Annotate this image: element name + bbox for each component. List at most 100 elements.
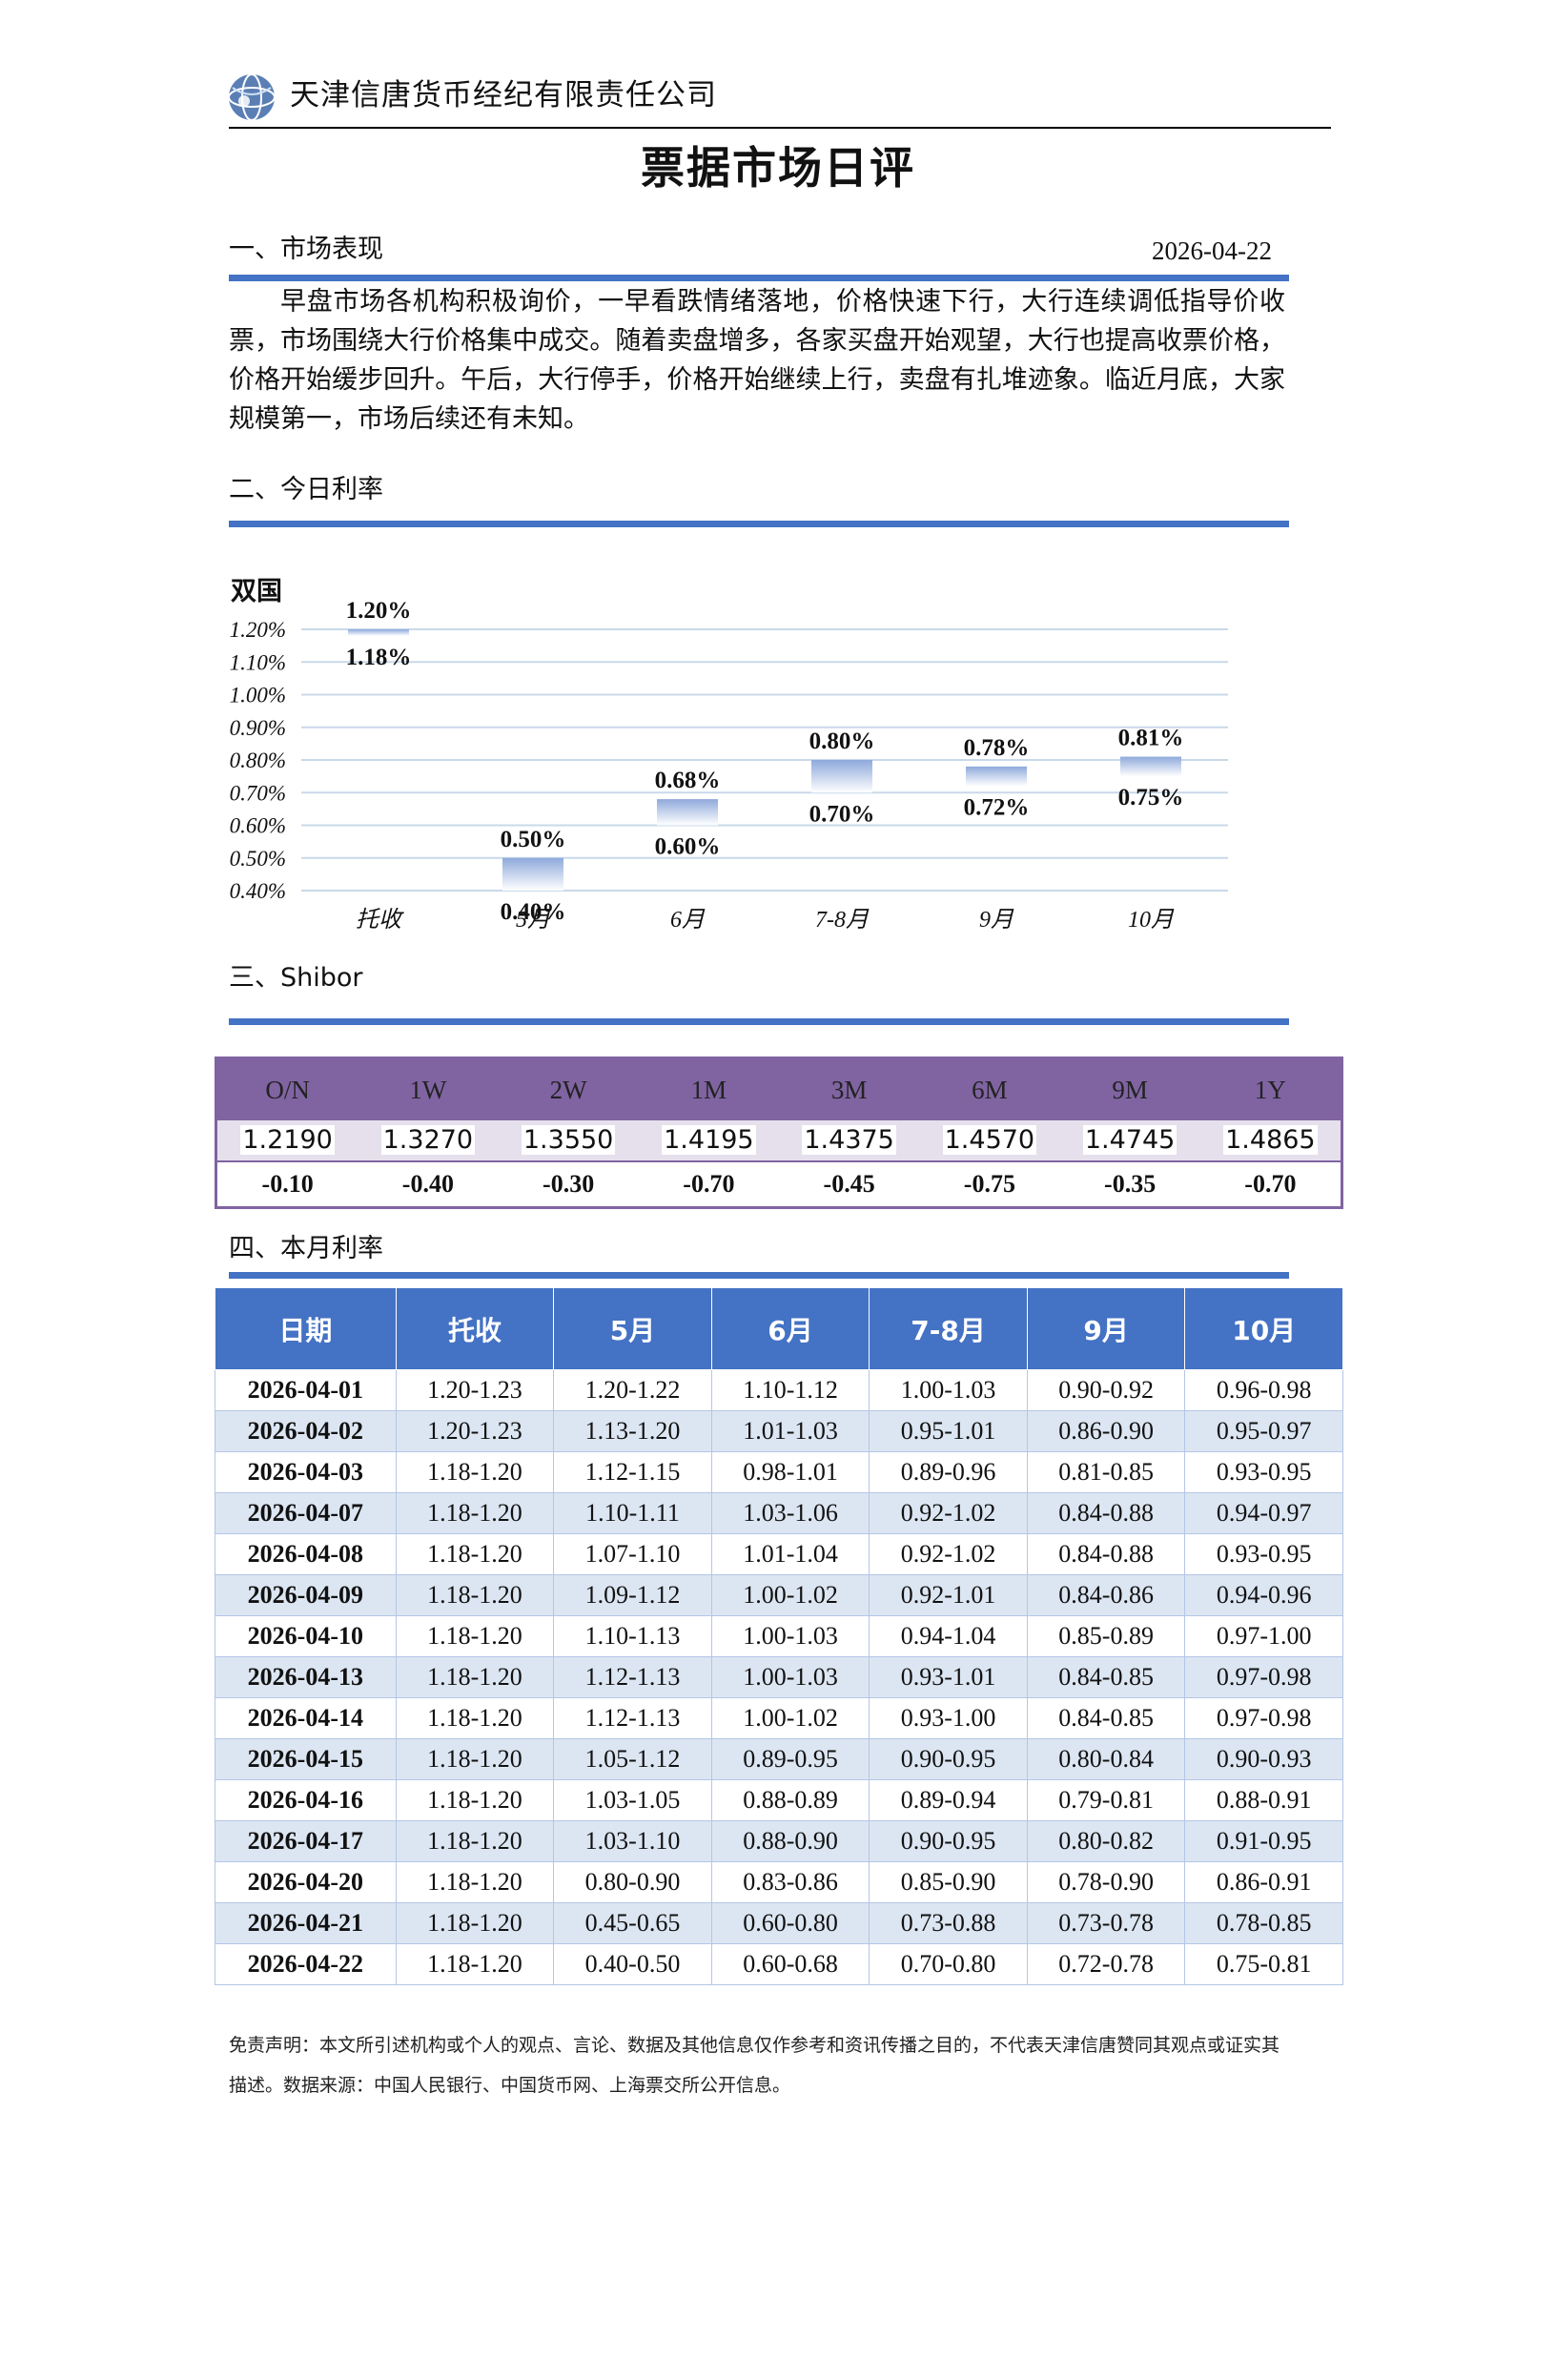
monthly-rates-table: 日期 托收 5月 6月 7-8月 9月 10月 2026-04-01 1.20-1.23 1.2…: [215, 1287, 1343, 1985]
rate-range-cell: 0.70-0.80: [869, 1943, 1028, 1985]
rate-range-cell: 1.18-1.20: [395, 1738, 555, 1780]
rate-range-cell: 0.80-0.82: [1026, 1820, 1186, 1862]
monthly-column-header: 5月: [553, 1287, 712, 1370]
shibor-change-cell: -0.35: [1104, 1170, 1157, 1198]
monthly-column-header: 日期: [215, 1287, 397, 1370]
row-date-cell: 2026-04-21: [215, 1902, 397, 1944]
table-row: 2026-04-15 1.18-1.20 1.05-1.12 0.89-0.95 0.9…: [215, 1738, 1343, 1780]
rate-range-cell: 0.88-0.91: [1184, 1779, 1343, 1821]
row-date-cell: 2026-04-22: [215, 1943, 397, 1985]
rate-range-cell: 0.94-0.97: [1184, 1492, 1343, 1534]
rate-range-cell: 0.81-0.85: [1026, 1451, 1186, 1493]
table-row: 2026-04-13 1.18-1.20 1.12-1.13 1.00-1.03 0.9…: [215, 1656, 1343, 1698]
row-date-cell: 2026-04-07: [215, 1492, 397, 1534]
rate-range-cell: 0.97-0.98: [1184, 1656, 1343, 1698]
rate-range-cell: 0.89-0.96: [869, 1451, 1028, 1493]
rate-bar: [1120, 756, 1181, 777]
rate-range-cell: 1.18-1.20: [395, 1902, 555, 1944]
shibor-term-header: 2W: [549, 1076, 587, 1104]
rate-range-cell: 1.18-1.20: [395, 1615, 555, 1657]
table-row: 2026-04-20 1.18-1.20 0.80-0.90 0.83-0.86 0.8…: [215, 1861, 1343, 1903]
bar-high-label: 0.81%: [1118, 726, 1184, 751]
shibor-rate-cell: 1.4865: [1200, 1120, 1341, 1160]
table-row: 2026-04-07 1.18-1.20 1.10-1.11 1.03-1.06 0.9…: [215, 1492, 1343, 1534]
rate-range-cell: 0.90-0.95: [869, 1820, 1028, 1862]
shibor-rate-cell: 1.2190: [217, 1120, 358, 1160]
monthly-column-header: 9月: [1026, 1287, 1186, 1370]
table-row: 2026-04-16 1.18-1.20 1.03-1.05 0.88-0.89 0.8…: [215, 1779, 1343, 1821]
rate-range-cell: 1.18-1.20: [395, 1943, 555, 1985]
rate-range-cell: 0.84-0.85: [1026, 1656, 1186, 1698]
row-date-cell: 2026-04-09: [215, 1574, 397, 1616]
table-row: 2026-04-10 1.18-1.20 1.10-1.13 1.00-1.03 0.9…: [215, 1615, 1343, 1657]
shibor-rate-value: 1.4375: [802, 1125, 896, 1155]
rate-range-cell: 1.18-1.20: [395, 1861, 555, 1903]
rate-range-cell: 0.86-0.91: [1184, 1861, 1343, 1903]
shibor-term-header: 6M: [972, 1076, 1008, 1104]
rate-range-cell: 1.18-1.20: [395, 1533, 555, 1575]
x-category-label: 9月: [979, 908, 1014, 933]
shibor-change-cell: -0.30: [543, 1170, 595, 1198]
rate-range-cell: 1.07-1.10: [553, 1533, 712, 1575]
rate-range-cell: 0.73-0.78: [1026, 1902, 1186, 1944]
rate-range-cell: 0.92-1.01: [869, 1574, 1028, 1616]
y-tick-label: 0.90%: [230, 716, 286, 740]
rate-range-cell: 0.93-1.00: [869, 1697, 1028, 1739]
rate-range-cell: 0.89-0.94: [869, 1779, 1028, 1821]
row-date-cell: 2026-04-03: [215, 1451, 397, 1493]
bar-high-label: 0.80%: [809, 728, 875, 754]
rate-range-cell: 0.93-1.01: [869, 1656, 1028, 1698]
rate-range-cell: 0.45-0.65: [553, 1902, 712, 1944]
rate-range-cell: 0.80-0.84: [1026, 1738, 1186, 1780]
bar-low-label: 0.70%: [809, 801, 875, 827]
row-date-cell: 2026-04-08: [215, 1533, 397, 1575]
shibor-rate-cell: 1.4570: [919, 1120, 1059, 1160]
rate-range-cell: 0.72-0.78: [1026, 1943, 1186, 1985]
y-tick-label: 0.50%: [230, 847, 286, 871]
bar-high-label: 0.68%: [655, 768, 721, 793]
y-tick-label: 1.20%: [230, 618, 286, 642]
shibor-change-cell: -0.70: [1244, 1170, 1297, 1198]
shibor-rate-value: 1.3550: [521, 1125, 616, 1155]
shibor-rate-value: 1.2190: [240, 1125, 335, 1155]
today-rates-chart: 双国 0.40% 0.50% 0.60% 0.70% 0.80% 0.90% 1.00% 1.…: [230, 577, 1228, 933]
disclaimer-text: 免责声明：本文所引述机构或个人的观点、言论、数据及其他信息仅作参考和资讯传播之目…: [229, 2035, 1280, 2096]
rate-range-cell: 0.89-0.95: [710, 1738, 870, 1780]
row-date-cell: 2026-04-16: [215, 1779, 397, 1821]
rate-range-cell: 0.98-1.01: [710, 1451, 870, 1493]
rate-range-cell: 0.91-0.95: [1184, 1820, 1343, 1862]
rate-range-cell: 0.95-0.97: [1184, 1410, 1343, 1452]
rate-bar: [811, 760, 872, 793]
y-tick-label: 0.80%: [230, 749, 286, 772]
bar-high-label: 0.50%: [501, 827, 566, 852]
row-date-cell: 2026-04-01: [215, 1369, 397, 1411]
rate-range-cell: 1.09-1.12: [553, 1574, 712, 1616]
rate-range-cell: 0.95-1.01: [869, 1410, 1028, 1452]
shibor-rate-value: 1.4865: [1223, 1125, 1318, 1155]
rate-range-cell: 1.03-1.10: [553, 1820, 712, 1862]
rate-range-cell: 1.12-1.13: [553, 1697, 712, 1739]
rate-bar: [348, 629, 409, 636]
rate-range-cell: 1.20-1.23: [395, 1410, 555, 1452]
shibor-rate-value: 1.3270: [380, 1125, 476, 1155]
x-category-label: 10月: [1128, 908, 1175, 933]
rate-range-cell: 0.93-0.95: [1184, 1533, 1343, 1575]
rate-range-cell: 1.01-1.03: [710, 1410, 870, 1452]
table-row: 2026-04-22 1.18-1.20 0.40-0.50 0.60-0.68 0.7…: [215, 1943, 1343, 1985]
rate-range-cell: 0.94-0.96: [1184, 1574, 1343, 1616]
rate-range-cell: 0.96-0.98: [1184, 1369, 1343, 1411]
rate-range-cell: 0.90-0.93: [1184, 1738, 1343, 1780]
bar-low-label: 0.75%: [1118, 785, 1184, 810]
rate-range-cell: 1.18-1.20: [395, 1820, 555, 1862]
shibor-rate-value: 1.4195: [662, 1125, 756, 1155]
section-divider: [229, 1272, 1289, 1279]
monthly-column-header: 6月: [710, 1287, 870, 1370]
rate-range-cell: 0.97-0.98: [1184, 1697, 1343, 1739]
shibor-term-header: 1Y: [1254, 1076, 1286, 1104]
rate-range-cell: 1.00-1.03: [710, 1615, 870, 1657]
rate-range-cell: 0.75-0.81: [1184, 1943, 1343, 1985]
rate-range-cell: 0.78-0.85: [1184, 1902, 1343, 1944]
shibor-change-row: -0.10 -0.40 -0.30 -0.70 -0.45 -0.75 -0.35 -0.70: [217, 1160, 1341, 1206]
y-tick-label: 0.40%: [230, 879, 286, 903]
rate-range-cell: 1.18-1.20: [395, 1574, 555, 1616]
